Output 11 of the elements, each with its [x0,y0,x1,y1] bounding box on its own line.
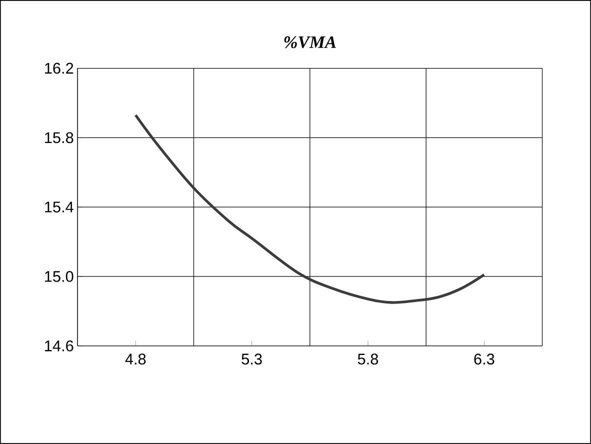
chart-title: %VMA [284,36,336,48]
x-tick-label: 5.3 [242,354,262,365]
y-tick-label: 16.2 [45,62,74,74]
x-tick-label: 5.8 [358,354,378,365]
y-tick-label: 15.8 [45,132,74,144]
x-tick-label: 6.3 [474,354,494,365]
y-tick-label: 15.4 [45,202,74,212]
y-tick-label: 14.6 [45,340,74,352]
y-tick-label: 15.0 [45,271,74,282]
line-series [134,114,486,304]
x-tick-label: 4.8 [125,354,146,365]
